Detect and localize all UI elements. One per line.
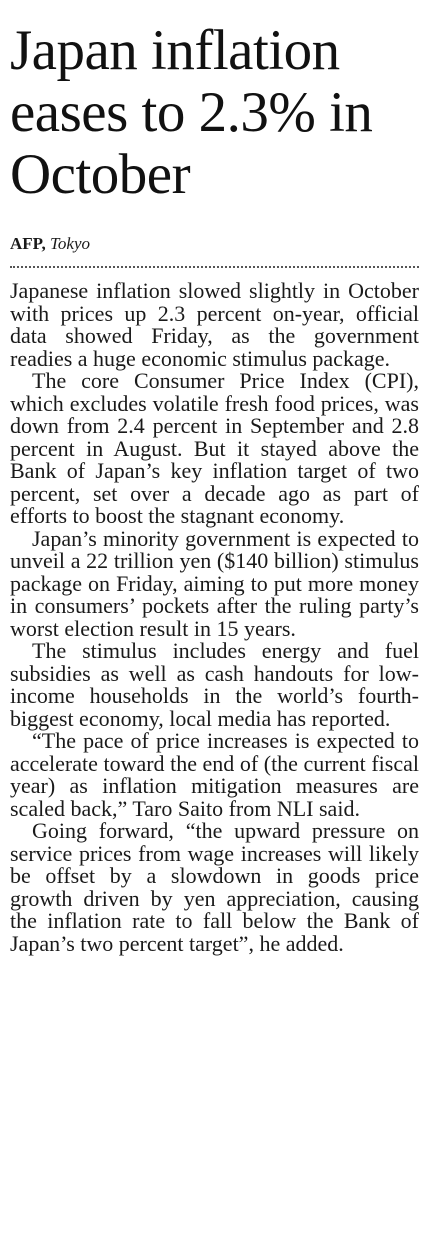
news-article: Japan inflation eases to 2.3% in October… <box>10 0 419 955</box>
article-paragraph: Japan’s minority government is expected … <box>10 525 419 641</box>
article-headline: Japan inflation eases to 2.3% in October <box>10 19 373 206</box>
byline-agency: AFP, <box>10 234 46 253</box>
article-paragraph: Japanese inflation slowed slightly in Oc… <box>10 278 419 371</box>
byline: AFP, Tokyo <box>10 234 419 268</box>
article-body: Japanese inflation slowed slightly in Oc… <box>10 278 419 956</box>
article-paragraph: The stimulus includes energy and fuel su… <box>10 638 419 731</box>
article-paragraph: The core Consumer Price Index (CPI), whi… <box>10 368 419 528</box>
article-paragraph: Going forward, “the upward pressure on s… <box>10 818 419 956</box>
byline-location: Tokyo <box>50 234 90 253</box>
article-paragraph: “The pace of price increases is expected… <box>10 728 419 821</box>
